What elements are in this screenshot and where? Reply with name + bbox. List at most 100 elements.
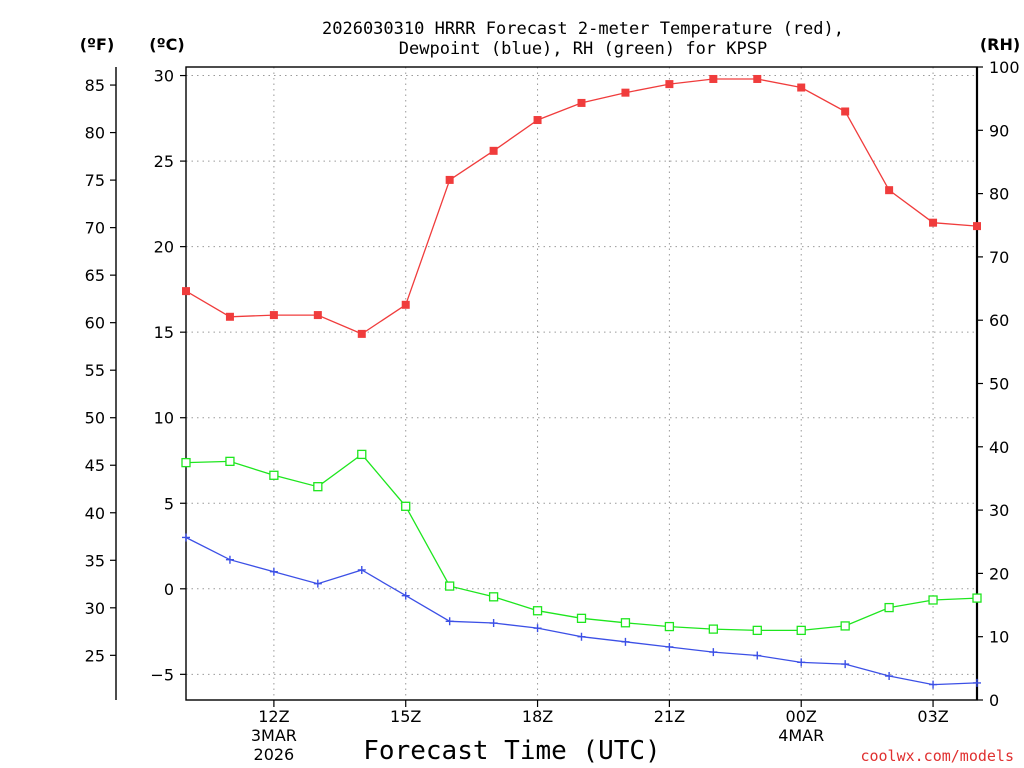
celsius-unit-label: (ºC) — [149, 35, 184, 54]
credit-text: coolwx.com/models — [860, 747, 1014, 765]
chart-title-line1: 2026030310 HRRR Forecast 2-meter Tempera… — [322, 19, 844, 39]
x-tick-label: 21Z — [654, 707, 685, 726]
fahrenheit-tick-label: 35 — [85, 551, 105, 570]
temperature-point — [929, 218, 938, 227]
x-tick-label: 18Z — [522, 707, 553, 726]
fahrenheit-unit-label: (ºF) — [80, 35, 115, 54]
rh-tick-label: 10 — [989, 628, 1009, 647]
dewpoint-point — [841, 660, 850, 669]
fahrenheit-tick-label: 60 — [85, 314, 105, 333]
rh-point — [181, 457, 191, 468]
temperature-point — [973, 222, 981, 231]
dewpoint-point — [709, 648, 718, 657]
rh-tick-label: 30 — [989, 501, 1009, 520]
temperature-point — [357, 329, 366, 338]
dewpoint-point — [621, 637, 630, 646]
rh-tick-label: 0 — [989, 691, 999, 710]
rh-tick-label: 80 — [989, 185, 1009, 204]
x-tick-label: 3MAR — [251, 726, 297, 745]
fahrenheit-tick-label: 40 — [85, 504, 105, 523]
temperature-point — [182, 287, 190, 296]
celsius-tick-label: −5 — [150, 665, 174, 684]
x-tick-label: 2026 — [254, 745, 295, 764]
temperature-point — [401, 300, 410, 309]
rh-point — [840, 621, 850, 631]
dewpoint-point — [753, 651, 762, 660]
celsius-tick-label: 25 — [154, 152, 174, 171]
celsius-tick-label: 15 — [154, 323, 174, 342]
temperature-point — [225, 312, 234, 321]
plot-frame — [185, 66, 978, 701]
chart-title-line2: Dewpoint (blue), RH (green) for KPSP — [399, 39, 767, 59]
grid-lines — [186, 67, 977, 700]
fahrenheit-tick-label: 50 — [85, 409, 105, 428]
celsius-tick-label: 0 — [164, 580, 174, 599]
axes: 302520151050−585807570656055504540353025… — [85, 58, 1020, 764]
temperature-point — [709, 74, 718, 83]
temperature-point — [621, 88, 630, 97]
temperature-point — [269, 311, 278, 320]
temperature-point — [577, 98, 586, 107]
rh-point — [576, 613, 587, 623]
data-series — [181, 74, 982, 689]
rh-tick-label: 60 — [989, 311, 1009, 330]
rh-tick-label: 70 — [989, 248, 1009, 267]
fahrenheit-tick-label: 45 — [85, 456, 105, 475]
rh-point — [928, 595, 938, 605]
dewpoint-point — [577, 632, 586, 641]
x-tick-label: 03Z — [917, 707, 948, 726]
dewpoint-point — [357, 565, 366, 574]
x-tick-label: 4MAR — [778, 726, 824, 745]
temperature-point — [313, 311, 322, 320]
fahrenheit-tick-label: 65 — [85, 266, 105, 285]
dewpoint-point — [489, 619, 498, 628]
fahrenheit-tick-label: 75 — [85, 171, 105, 190]
rh-point — [620, 618, 631, 628]
temperature-point — [445, 175, 454, 184]
temperature-point — [489, 146, 498, 155]
temperature-point — [797, 83, 806, 92]
x-tick-label: 00Z — [786, 707, 817, 726]
rh-point — [708, 624, 718, 634]
temperature-point — [885, 186, 894, 195]
rh-tick-label: 40 — [989, 438, 1009, 457]
dewpoint-point — [269, 567, 278, 576]
rh-tick-label: 90 — [989, 121, 1009, 140]
rh-point — [752, 625, 762, 636]
dewpoint-point — [401, 591, 410, 600]
dewpoint-point — [665, 642, 674, 651]
temperature-point — [753, 74, 762, 83]
dewpoint-point — [182, 533, 190, 542]
celsius-tick-label: 10 — [154, 409, 174, 428]
fahrenheit-tick-label: 55 — [85, 361, 105, 380]
temperature-point — [533, 116, 542, 125]
rh-point — [884, 602, 894, 613]
temperature-point — [665, 80, 674, 89]
fahrenheit-tick-label: 80 — [85, 124, 105, 143]
rh-point — [269, 470, 279, 480]
dewpoint-point — [973, 678, 981, 687]
rh-point — [664, 621, 675, 632]
celsius-tick-label: 5 — [164, 494, 174, 513]
series-line-temperature — [185, 78, 978, 335]
dewpoint-point — [445, 617, 454, 626]
dewpoint-point — [225, 555, 234, 564]
rh-point — [445, 581, 455, 591]
celsius-tick-label: 30 — [154, 67, 174, 86]
rh-point — [357, 449, 367, 460]
x-axis-label: Forecast Time (UTC) — [363, 736, 660, 766]
rh-point — [972, 593, 982, 603]
rh-point — [796, 625, 806, 636]
temperature-point — [841, 107, 850, 116]
rh-point — [532, 606, 543, 616]
rh-point — [401, 501, 411, 511]
fahrenheit-tick-label: 25 — [85, 646, 105, 665]
rh-tick-label: 20 — [989, 564, 1009, 583]
dewpoint-point — [797, 658, 806, 667]
rh-tick-label: 50 — [989, 375, 1009, 394]
dewpoint-point — [929, 680, 938, 689]
series-line-dewpoint — [185, 536, 978, 686]
dewpoint-point — [533, 624, 542, 633]
fahrenheit-tick-label: 85 — [85, 76, 105, 95]
